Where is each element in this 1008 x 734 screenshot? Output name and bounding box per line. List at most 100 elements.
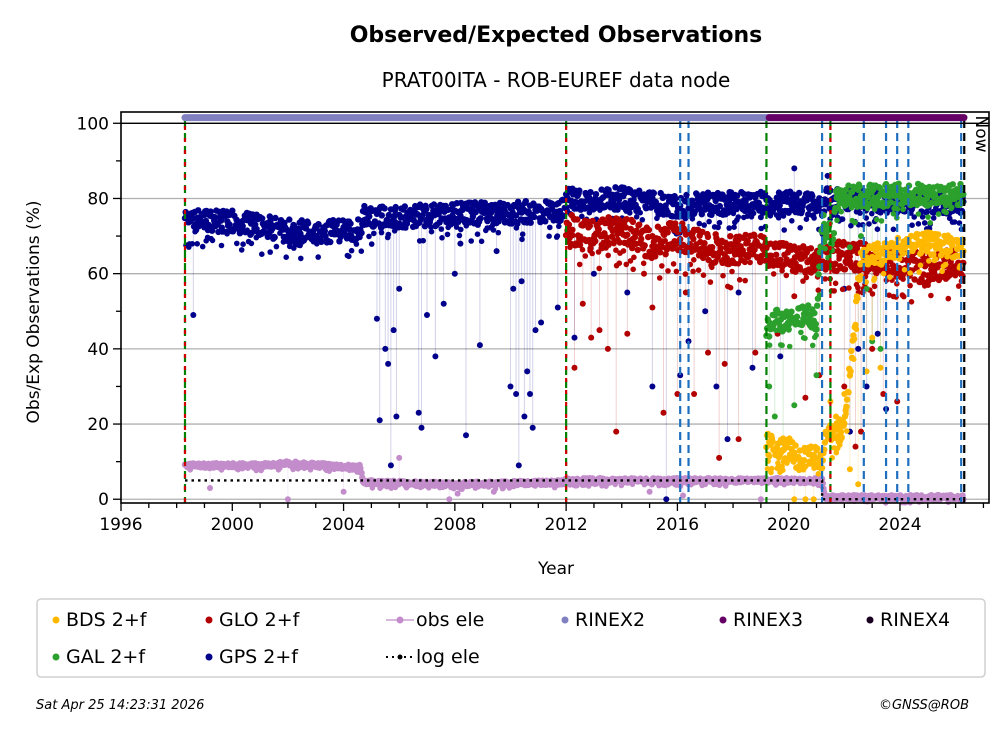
- point-obs-ele: [574, 482, 580, 489]
- legend-label: BDS 2+f: [66, 609, 148, 631]
- outlier-gps-2-f: [624, 289, 631, 296]
- point-gps-2-f: [839, 216, 846, 222]
- point-gps-2-f: [556, 223, 562, 230]
- point-gal-2-f: [798, 329, 804, 336]
- point-bds-2-f: [838, 429, 844, 436]
- legend-label: GLO 2+f: [219, 609, 301, 631]
- outlier-gps-2-f: [713, 383, 720, 390]
- point-bds-2-f: [871, 275, 878, 282]
- point-glo-2-f: [839, 251, 846, 258]
- outlier-gps-2-f: [457, 240, 464, 247]
- point-gps-2-f: [329, 217, 337, 224]
- outlier-bds-2-f: [841, 391, 848, 397]
- point-gps-2-f: [428, 228, 435, 235]
- outlier-gps-2-f: [382, 345, 389, 352]
- legend-marker: [396, 616, 404, 624]
- point-gal-2-f: [838, 208, 844, 215]
- point-gps-2-f: [797, 225, 803, 231]
- point-glo-2-f: [636, 221, 643, 228]
- point-glo-2-f: [751, 232, 758, 240]
- point-glo-2-f: [623, 216, 630, 223]
- outlier-bds-2-f: [846, 466, 853, 473]
- point-glo-2-f: [701, 240, 708, 247]
- point-gps-2-f: [621, 190, 628, 197]
- point-gps-2-f: [527, 219, 534, 226]
- outlier-bds-2-f: [833, 413, 839, 420]
- outlier-gps-2-f: [515, 462, 522, 469]
- point-glo-2-f: [742, 277, 748, 284]
- point-gps-2-f: [866, 221, 872, 227]
- point-gal-2-f: [935, 211, 942, 217]
- point-bds-2-f: [914, 231, 922, 238]
- outlier-glo-2-f: [735, 436, 742, 443]
- legend-marker: [561, 616, 569, 624]
- point-gps-2-f: [458, 226, 464, 233]
- outlier-gps-2-f: [424, 312, 430, 318]
- point-gal-2-f: [779, 342, 785, 349]
- point-glo-2-f: [576, 241, 584, 249]
- outlier-gps-2-f: [757, 214, 764, 221]
- point-glo-2-f: [832, 280, 839, 287]
- point-gps-2-f: [716, 202, 723, 210]
- point-glo-2-f: [905, 259, 912, 266]
- plot-border: [120, 111, 990, 504]
- outlier-gal-2-f: [766, 383, 773, 390]
- point-glo-2-f: [709, 244, 716, 251]
- outlier-gps-2-f: [649, 383, 656, 390]
- point-gal-2-f: [813, 332, 819, 339]
- point-gps-2-f: [477, 215, 484, 222]
- point-gps-2-f: [478, 238, 485, 245]
- point-gps-2-f: [423, 205, 430, 213]
- point-gal-2-f: [873, 216, 880, 223]
- point-gps-2-f: [869, 210, 875, 217]
- point-glo-2-f: [855, 284, 861, 291]
- point-gal-2-f: [766, 342, 773, 349]
- point-glo-2-f: [777, 256, 784, 264]
- point-glo-2-f: [690, 235, 697, 243]
- outlier-gps-2-f: [390, 327, 397, 334]
- point-gps-2-f: [368, 241, 375, 247]
- point-gps-2-f: [358, 229, 365, 237]
- point-gal-2-f: [856, 183, 863, 190]
- point-gps-2-f: [546, 233, 552, 239]
- outlier-bds-2-f: [810, 496, 817, 503]
- point-gps-2-f: [795, 189, 803, 197]
- outlier-gps-2-f: [532, 327, 539, 334]
- point-gps-2-f: [725, 210, 732, 216]
- point-gps-2-f: [444, 231, 451, 238]
- point-bds-2-f: [930, 251, 937, 258]
- point-gal-2-f: [890, 211, 897, 217]
- outlier-obs-ele: [284, 496, 291, 503]
- point-glo-2-f: [645, 226, 653, 234]
- point-bds-2-f: [874, 240, 881, 247]
- point-glo-2-f: [592, 238, 599, 245]
- point-gps-2-f: [240, 241, 246, 247]
- outlier-bds-2-f: [802, 496, 809, 503]
- outlier-gps-2-f: [518, 278, 525, 285]
- legend-marker: [52, 653, 60, 661]
- outlier-gps-2-f: [527, 391, 533, 397]
- now-label: Now: [971, 115, 991, 152]
- plot-frame: [120, 111, 990, 504]
- legend-item-log-ele: log ele: [386, 646, 480, 668]
- point-glo-2-f: [831, 288, 837, 294]
- outlier-obs-ele: [757, 496, 764, 503]
- outlier-obs-ele: [490, 488, 497, 495]
- outlier-bds-2-f: [827, 398, 834, 405]
- y-tick-label: 0: [98, 490, 109, 510]
- x-axis: 1996 2000 2004 2008 2012 2016 2020 2024: [99, 503, 985, 535]
- x-tick-label: 1996: [99, 515, 142, 535]
- outlier-gps-2-f: [432, 353, 439, 360]
- outlier-glo-2-f: [858, 428, 864, 435]
- point-gps-2-f: [283, 254, 290, 260]
- point-gps-2-f: [512, 212, 520, 219]
- point-gal-2-f: [805, 302, 812, 309]
- x-tick-label: 2016: [656, 515, 699, 535]
- point-bds-2-f: [926, 258, 932, 264]
- outlier-gps-2-f: [387, 462, 394, 469]
- point-glo-2-f: [589, 217, 596, 225]
- point-gps-2-f: [304, 220, 312, 227]
- point-gps-2-f: [587, 189, 594, 196]
- point-glo-2-f: [747, 259, 753, 266]
- point-bds-2-f: [791, 449, 798, 456]
